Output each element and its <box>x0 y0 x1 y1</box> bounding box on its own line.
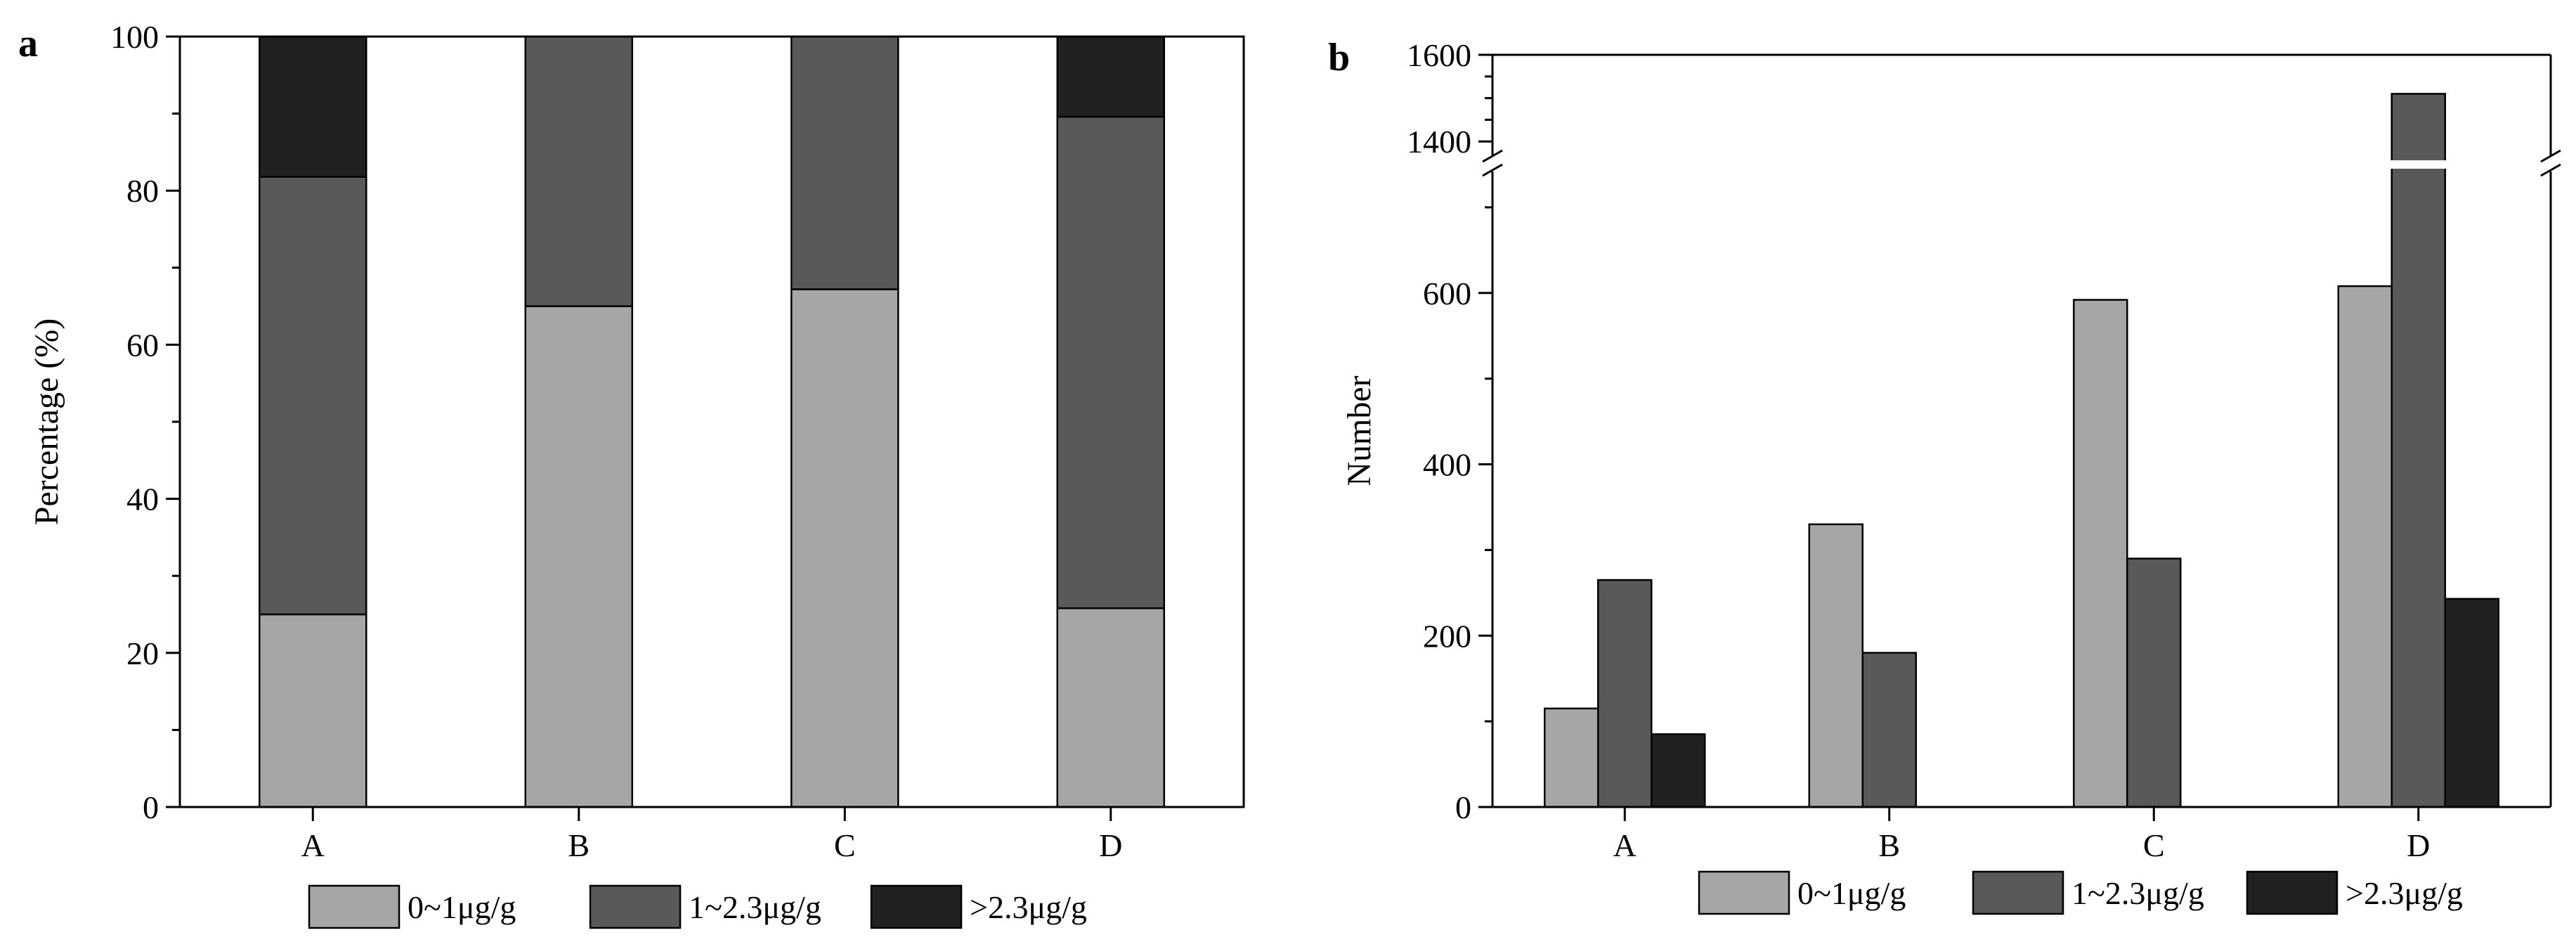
panel-a-letter: a <box>18 22 38 65</box>
legend-label-1: 1~2.3μg/g <box>2071 875 2204 911</box>
panel-a-x-axis: A B C D <box>301 807 1122 863</box>
bar-a-D-series-2 <box>1056 35 1165 118</box>
legend-label-0: 0~1μg/g <box>1797 875 1906 911</box>
panel-a-y-axis-title: Percentage (%) <box>28 318 65 526</box>
panel-a: a 0 20 40 60 80 100 A B C D Percentage (%) 0~1μg… <box>18 19 1245 929</box>
axis-break-mark-1-a <box>2540 149 2561 163</box>
legend-label-2: >2.3μg/g <box>970 889 1087 925</box>
bar-b-D-series-1 <box>2390 93 2446 808</box>
panel-b-plot-frame <box>1482 53 2561 808</box>
bar-b-A-series-2 <box>1651 733 1706 808</box>
a-y-tick-label: 60 <box>126 327 159 363</box>
a-y-tick-label: 0 <box>143 789 159 825</box>
legend-swatch-0 <box>1698 870 1790 915</box>
bar-a-B-series-1 <box>524 35 633 307</box>
axis-break-mark-1-b <box>2540 163 2561 177</box>
b-y-tick-label: 600 <box>1423 276 1471 311</box>
b-y-tick-label: 0 <box>1455 789 1471 825</box>
bar-break-gap <box>2390 160 2447 169</box>
bar-a-C-series-0 <box>791 288 899 808</box>
a-x-tick-label: C <box>834 827 856 863</box>
panel-b-x-axis: A B C D <box>1613 807 2430 863</box>
bar-a-A-series-2 <box>259 35 367 178</box>
panel-b-bars <box>1544 93 2499 808</box>
b-y-tick-label: 1400 <box>1407 124 1471 160</box>
bar-a-D-series-0 <box>1056 607 1165 808</box>
bar-a-C-series-1 <box>791 35 899 290</box>
b-y-tick-label: 1600 <box>1407 37 1471 73</box>
bar-a-A-series-0 <box>259 613 367 808</box>
panel-b-letter: b <box>1328 36 1350 79</box>
legend-label-1: 1~2.3μg/g <box>689 889 821 925</box>
panel-b-y-axis: 0 200 400 600 1400 1600 <box>1407 37 1492 825</box>
legend-swatch-1 <box>1972 870 2064 915</box>
bar-b-D-series-0 <box>2337 285 2393 808</box>
a-y-tick-label: 100 <box>110 19 159 55</box>
legend-swatch-0 <box>308 884 401 929</box>
panel-b-y-axis-title: Number <box>1341 375 1378 486</box>
a-y-tick-label: 40 <box>126 482 159 517</box>
legend-label-2: >2.3μg/g <box>2346 875 2463 911</box>
panel-a-bars <box>259 35 1165 808</box>
a-x-tick-label: A <box>301 827 325 863</box>
bar-b-D-series-2 <box>2444 598 2499 808</box>
bar-a-A-series-1 <box>259 176 367 616</box>
b-y-tick-label: 400 <box>1423 447 1471 483</box>
panel-b-legend: 0~1μg/g 1~2.3μg/g >2.3μg/g <box>1698 870 2463 915</box>
a-y-tick-label: 80 <box>126 173 159 209</box>
legend-swatch-1 <box>589 884 682 929</box>
a-x-tick-label: B <box>568 827 590 863</box>
bar-b-A-series-0 <box>1544 707 1599 808</box>
bar-b-A-series-1 <box>1597 579 1653 808</box>
b-x-tick-label: D <box>2407 827 2430 863</box>
bar-b-C-series-1 <box>2126 557 2182 808</box>
panel-a-legend: 0~1μg/g 1~2.3μg/g >2.3μg/g <box>308 884 1087 929</box>
panel-b: b 0 200 400 600 1400 1600 A B C D Number 0~1μg/g… <box>1328 36 2561 915</box>
b-x-tick-label: C <box>2143 827 2165 863</box>
a-y-tick-label: 20 <box>126 635 159 671</box>
legend-label-0: 0~1μg/g <box>408 889 516 925</box>
bar-a-D-series-1 <box>1056 115 1165 609</box>
bar-b-B-series-0 <box>1808 523 1863 808</box>
bar-b-C-series-0 <box>2073 299 2128 808</box>
legend-swatch-2 <box>870 884 963 929</box>
b-y-tick-label: 200 <box>1423 618 1471 654</box>
b-x-tick-label: B <box>1878 827 1900 863</box>
a-x-tick-label: D <box>1099 827 1122 863</box>
b-x-tick-label: A <box>1613 827 1637 863</box>
bar-a-B-series-0 <box>524 305 633 808</box>
panel-a-y-axis: 0 20 40 60 80 100 <box>110 19 180 825</box>
legend-swatch-2 <box>2246 870 2338 915</box>
bar-b-B-series-1 <box>1861 652 1917 808</box>
axis-break-mark-0-b <box>1482 163 1503 177</box>
axis-break-mark-0-a <box>1482 149 1503 163</box>
